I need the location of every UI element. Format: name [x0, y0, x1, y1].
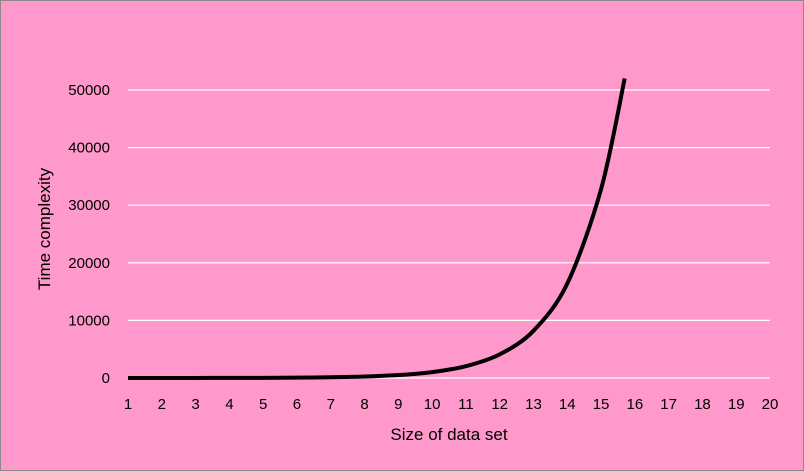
gridlines: [128, 89, 770, 379]
x-tick-label: 14: [559, 396, 576, 413]
series-line-0: [127, 78, 627, 380]
x-axis-tick-labels: 1 2 3 4 5 6 7 8 9 10 11 12 13 14 15 16 17 18 19 20: [124, 396, 779, 413]
x-tick-label: 10: [424, 396, 441, 413]
x-tick-label: 7: [327, 396, 335, 413]
y-tick-label: 20000: [68, 255, 110, 272]
y-axis-title: Time complexity: [35, 167, 54, 290]
series-layer: [127, 78, 627, 380]
x-tick-label: 6: [293, 396, 301, 413]
x-tick-label: 5: [259, 396, 267, 413]
x-tick-label: 18: [694, 396, 711, 413]
x-tick-label: 17: [660, 396, 677, 413]
x-tick-label: 3: [191, 396, 199, 413]
y-tick-label: 40000: [68, 140, 110, 157]
y-tick-label: 50000: [68, 82, 110, 99]
x-tick-label: 15: [593, 396, 610, 413]
x-tick-label: 19: [728, 396, 745, 413]
x-tick-label: 2: [158, 396, 166, 413]
x-tick-label: 12: [491, 396, 508, 413]
y-axis-tick-labels: 0 10000 20000 30000 40000 50000: [68, 82, 110, 387]
x-tick-label: 9: [394, 396, 402, 413]
x-tick-label: 1: [124, 396, 132, 413]
y-tick-label: 30000: [68, 197, 110, 214]
y-tick-label: 10000: [68, 312, 110, 329]
x-tick-label: 16: [626, 396, 643, 413]
x-tick-label: 20: [762, 396, 779, 413]
x-axis-title: Size of data set: [390, 425, 507, 444]
x-tick-label: 11: [458, 396, 474, 413]
x-tick-label: 4: [225, 396, 233, 413]
x-tick-label: 13: [525, 396, 542, 413]
x-tick-label: 8: [360, 396, 368, 413]
y-tick-label: 0: [102, 370, 110, 387]
